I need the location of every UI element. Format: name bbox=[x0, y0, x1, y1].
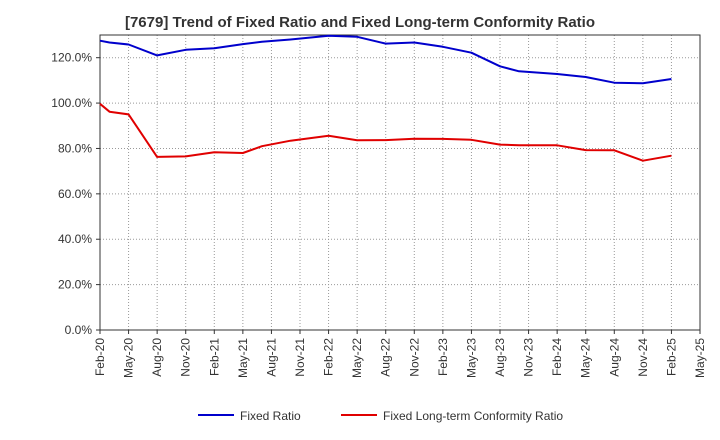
x-tick-label: Nov-23 bbox=[522, 338, 536, 377]
x-tick-label: Feb-25 bbox=[664, 338, 678, 376]
y-tick-label: 120.0% bbox=[51, 51, 92, 65]
y-tick-label: 60.0% bbox=[58, 187, 92, 201]
x-tick-label: Aug-22 bbox=[379, 338, 393, 377]
x-tick-label: Feb-23 bbox=[436, 338, 450, 376]
x-tick-label: Feb-21 bbox=[207, 338, 221, 376]
x-tick-label: May-20 bbox=[122, 338, 136, 378]
series-line-2 bbox=[99, 103, 672, 162]
x-tick-label: Feb-22 bbox=[322, 338, 336, 376]
chart-title: [7679] Trend of Fixed Ratio and Fixed Lo… bbox=[124, 14, 596, 31]
legend-label-2: Fixed Long-term Conformity Ratio bbox=[383, 409, 563, 423]
y-tick-label: 0.0% bbox=[65, 323, 93, 337]
x-tick-label: Nov-22 bbox=[407, 338, 421, 377]
legend-label-1: Fixed Ratio bbox=[240, 409, 301, 423]
x-tick-label: Aug-20 bbox=[150, 338, 164, 377]
x-tick-label: May-23 bbox=[464, 338, 478, 378]
y-tick-label: 40.0% bbox=[58, 232, 92, 246]
y-tick-label: 100.0% bbox=[51, 96, 92, 110]
x-tick-label: Nov-24 bbox=[636, 338, 650, 377]
x-tick-label: Aug-23 bbox=[493, 338, 507, 377]
x-tick-label: May-21 bbox=[236, 338, 250, 378]
x-tick-label: May-22 bbox=[350, 338, 364, 378]
x-tick-label: Aug-21 bbox=[264, 338, 278, 377]
x-tick-label: Aug-24 bbox=[607, 338, 621, 377]
x-tick-label: Feb-24 bbox=[550, 338, 564, 376]
plot-area bbox=[100, 35, 700, 330]
x-tick-label: May-25 bbox=[693, 338, 707, 378]
y-tick-label: 80.0% bbox=[58, 141, 92, 155]
x-tick-label: May-24 bbox=[579, 338, 593, 378]
x-tick-label: Nov-20 bbox=[179, 338, 193, 377]
series-line-1 bbox=[99, 34, 672, 85]
y-tick-label: 20.0% bbox=[58, 278, 92, 292]
x-tick-label: Nov-21 bbox=[293, 338, 307, 377]
plot-border bbox=[99, 34, 701, 331]
x-tick-label: Feb-20 bbox=[93, 338, 107, 376]
